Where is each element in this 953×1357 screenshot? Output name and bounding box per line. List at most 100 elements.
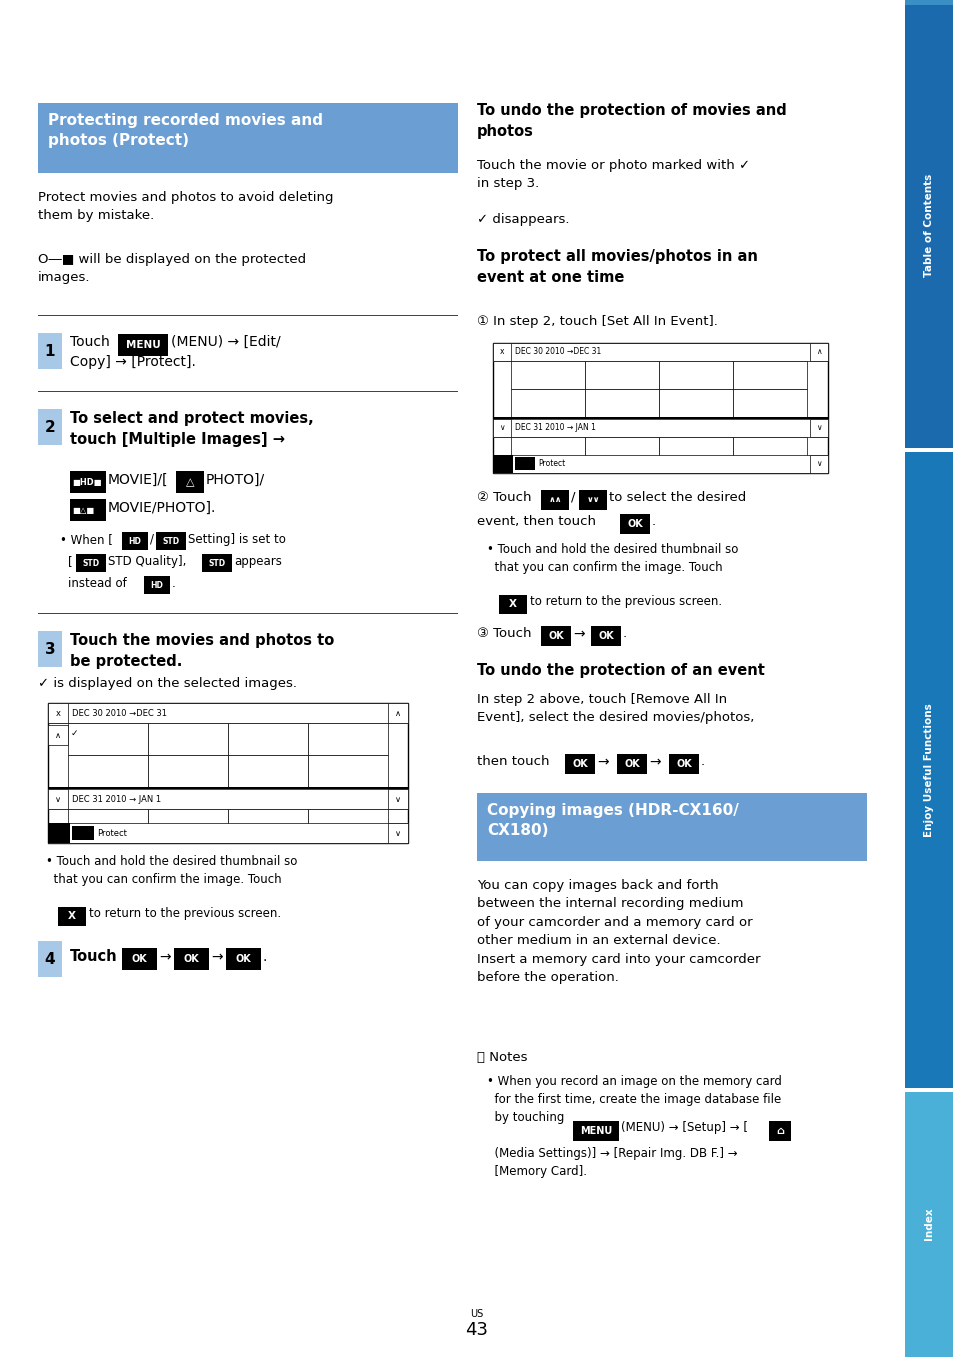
Text: HD: HD: [129, 536, 141, 546]
Text: O―■ will be displayed on the protected
images.: O―■ will be displayed on the protected i…: [38, 252, 306, 285]
Text: OK: OK: [572, 759, 587, 769]
Text: To select and protect movies,
touch [Multiple Images] →: To select and protect movies, touch [Mul…: [70, 411, 314, 446]
Bar: [148, 754, 228, 787]
Text: (MENU) → [Edit/: (MENU) → [Edit/: [171, 335, 280, 349]
Bar: [564, 754, 595, 773]
Bar: [228, 723, 308, 754]
Text: To protect all movies/photos in an
event at one time: To protect all movies/photos in an event…: [476, 248, 757, 285]
Bar: [493, 419, 827, 437]
Bar: [58, 906, 86, 925]
Text: DEC 30 2010 →DEC 31: DEC 30 2010 →DEC 31: [71, 708, 167, 718]
Bar: [809, 343, 827, 361]
Bar: [578, 490, 606, 510]
Text: ② Touch: ② Touch: [476, 491, 531, 503]
Text: OK: OK: [53, 830, 65, 836]
Bar: [38, 408, 62, 445]
Text: (MENU) → [Setup] → [: (MENU) → [Setup] → [: [620, 1121, 747, 1134]
Bar: [228, 754, 308, 787]
Bar: [493, 419, 511, 437]
Bar: [809, 455, 827, 474]
Bar: [904, 1090, 953, 1357]
Bar: [493, 455, 513, 474]
Text: ∧: ∧: [816, 347, 821, 357]
Text: Touch the movie or photo marked with ✓
in step 3.: Touch the movie or photo marked with ✓ i…: [476, 159, 749, 190]
Text: Touch the movies and photos to
be protected.: Touch the movies and photos to be protec…: [70, 632, 334, 669]
Text: /: /: [571, 491, 575, 503]
Text: • When [: • When [: [60, 533, 112, 546]
Text: ∨∨: ∨∨: [586, 495, 599, 505]
Bar: [904, 1088, 953, 1092]
Text: OK: OK: [234, 954, 251, 963]
Bar: [540, 626, 571, 646]
Text: 2: 2: [45, 419, 55, 434]
Text: ✓ disappears.: ✓ disappears.: [476, 213, 569, 227]
Bar: [48, 822, 70, 843]
Bar: [38, 103, 457, 172]
Text: OK: OK: [623, 759, 639, 769]
Text: Protect movies and photos to avoid deleting
them by mistake.: Protect movies and photos to avoid delet…: [38, 191, 334, 223]
Bar: [308, 723, 388, 754]
Text: STD: STD: [208, 559, 225, 567]
Bar: [48, 787, 408, 788]
Text: OK: OK: [676, 759, 691, 769]
Bar: [732, 437, 806, 465]
Bar: [388, 703, 408, 723]
Text: ∨: ∨: [816, 460, 821, 468]
Bar: [122, 532, 148, 550]
Bar: [904, 0, 953, 5]
Text: Protect: Protect: [97, 829, 127, 837]
Text: event, then touch: event, then touch: [476, 516, 596, 528]
Text: to return to the previous screen.: to return to the previous screen.: [89, 906, 281, 920]
Bar: [156, 532, 186, 550]
Text: DEC 31 2010 → JAN 1: DEC 31 2010 → JAN 1: [515, 423, 596, 433]
Text: instead of: instead of: [68, 577, 127, 590]
Text: To undo the protection of an event: To undo the protection of an event: [476, 664, 764, 678]
Text: →: →: [159, 950, 171, 963]
Bar: [540, 490, 568, 510]
Text: to return to the previous screen.: to return to the previous screen.: [530, 594, 721, 608]
Text: then touch: then touch: [476, 754, 549, 768]
Text: to select the desired: to select the desired: [608, 491, 745, 503]
Text: ∧: ∧: [55, 730, 61, 740]
Bar: [904, 451, 953, 1090]
Bar: [493, 343, 827, 361]
Text: appears: appears: [233, 555, 281, 569]
Bar: [659, 389, 732, 417]
Text: Copy] → [Protect].: Copy] → [Protect].: [70, 356, 195, 369]
Bar: [904, 0, 953, 451]
Text: • Touch and hold the desired thumbnail so
  that you can confirm the image. Touc: • Touch and hold the desired thumbnail s…: [486, 543, 738, 574]
Text: 4: 4: [45, 951, 55, 966]
Bar: [493, 417, 827, 419]
Bar: [48, 703, 408, 723]
Bar: [584, 437, 659, 465]
Text: In step 2 above, touch [Remove All In
Event], select the desired movies/photos,: In step 2 above, touch [Remove All In Ev…: [476, 693, 754, 725]
Text: STD: STD: [82, 559, 99, 567]
Text: OK: OK: [183, 954, 198, 963]
Text: To undo the protection of movies and
photos: To undo the protection of movies and pho…: [476, 103, 786, 138]
Bar: [68, 809, 148, 841]
Text: →: →: [648, 754, 659, 769]
Bar: [228, 809, 308, 841]
Bar: [308, 754, 388, 787]
Text: [: [: [68, 555, 72, 569]
Text: x: x: [499, 347, 504, 357]
Text: PHOTO]/: PHOTO]/: [206, 474, 265, 487]
Text: ✓ is displayed on the selected images.: ✓ is displayed on the selected images.: [38, 677, 296, 689]
Bar: [659, 437, 732, 465]
Bar: [511, 389, 584, 417]
Bar: [48, 703, 68, 723]
Text: ⌂: ⌂: [775, 1126, 783, 1136]
Text: OK: OK: [598, 631, 613, 641]
Bar: [498, 594, 526, 613]
Text: ∨: ∨: [395, 829, 400, 837]
Bar: [48, 788, 68, 809]
Text: .: .: [700, 754, 704, 768]
Bar: [511, 361, 584, 389]
Text: Touch: Touch: [70, 949, 117, 963]
Text: x: x: [55, 708, 60, 718]
Text: ■△■: ■△■: [71, 506, 94, 514]
Text: .: .: [263, 950, 267, 963]
Bar: [70, 471, 106, 493]
Text: DEC 30 2010 →DEC 31: DEC 30 2010 →DEC 31: [515, 347, 600, 357]
Text: STD: STD: [162, 536, 179, 546]
